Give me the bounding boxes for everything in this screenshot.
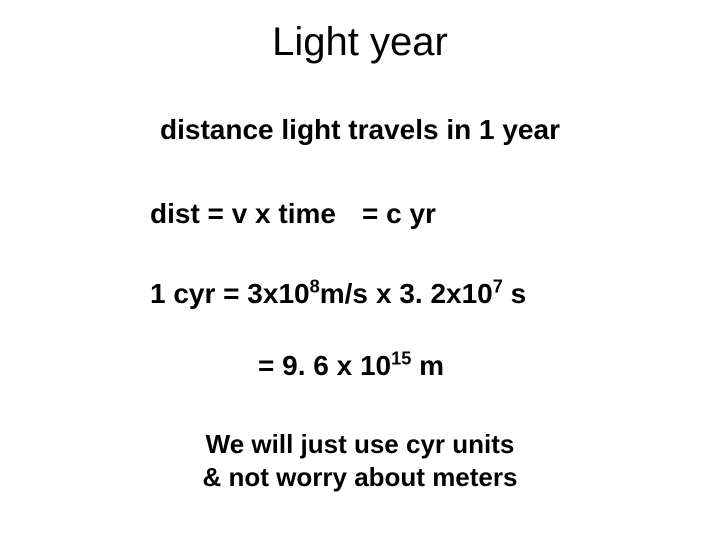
slide-subtitle: distance light travels in 1 year: [0, 114, 720, 146]
equation-result: = 9. 6 x 1015 m: [258, 350, 444, 382]
subtitle-text: distance light travels in 1 year: [160, 114, 560, 145]
footer-line2: & not worry about meters: [0, 461, 720, 494]
equation-cyr-lhs-prefix: 1 cyr = 3x10: [150, 278, 310, 309]
equation-cyr-rhs-prefix: x 3. 2x10: [376, 278, 493, 309]
slide: Light year distance light travels in 1 y…: [0, 0, 720, 540]
equation-cyr-lhs-suffix: m/s: [320, 278, 368, 309]
equation-dist: dist = v x time = c yr: [150, 198, 436, 230]
equation-result-exp: 15: [391, 349, 411, 369]
title-text: Light year: [272, 20, 448, 64]
equation-cyr: 1 cyr = 3x108m/s x 3. 2x107 s: [150, 278, 526, 310]
equation-dist-lhs: dist = v x time: [150, 198, 336, 229]
slide-title: Light year: [0, 20, 720, 65]
footer-line1: We will just use cyr units: [0, 428, 720, 461]
equation-cyr-rhs-exp: 7: [493, 277, 503, 297]
equation-result-prefix: = 9. 6 x 10: [258, 350, 391, 381]
equation-dist-rhs: = c yr: [362, 198, 436, 229]
equation-cyr-rhs-suffix: s: [503, 278, 526, 309]
equation-result-suffix: m: [411, 350, 444, 381]
slide-footer: We will just use cyr units & not worry a…: [0, 428, 720, 493]
equation-cyr-lhs-exp: 8: [310, 277, 320, 297]
